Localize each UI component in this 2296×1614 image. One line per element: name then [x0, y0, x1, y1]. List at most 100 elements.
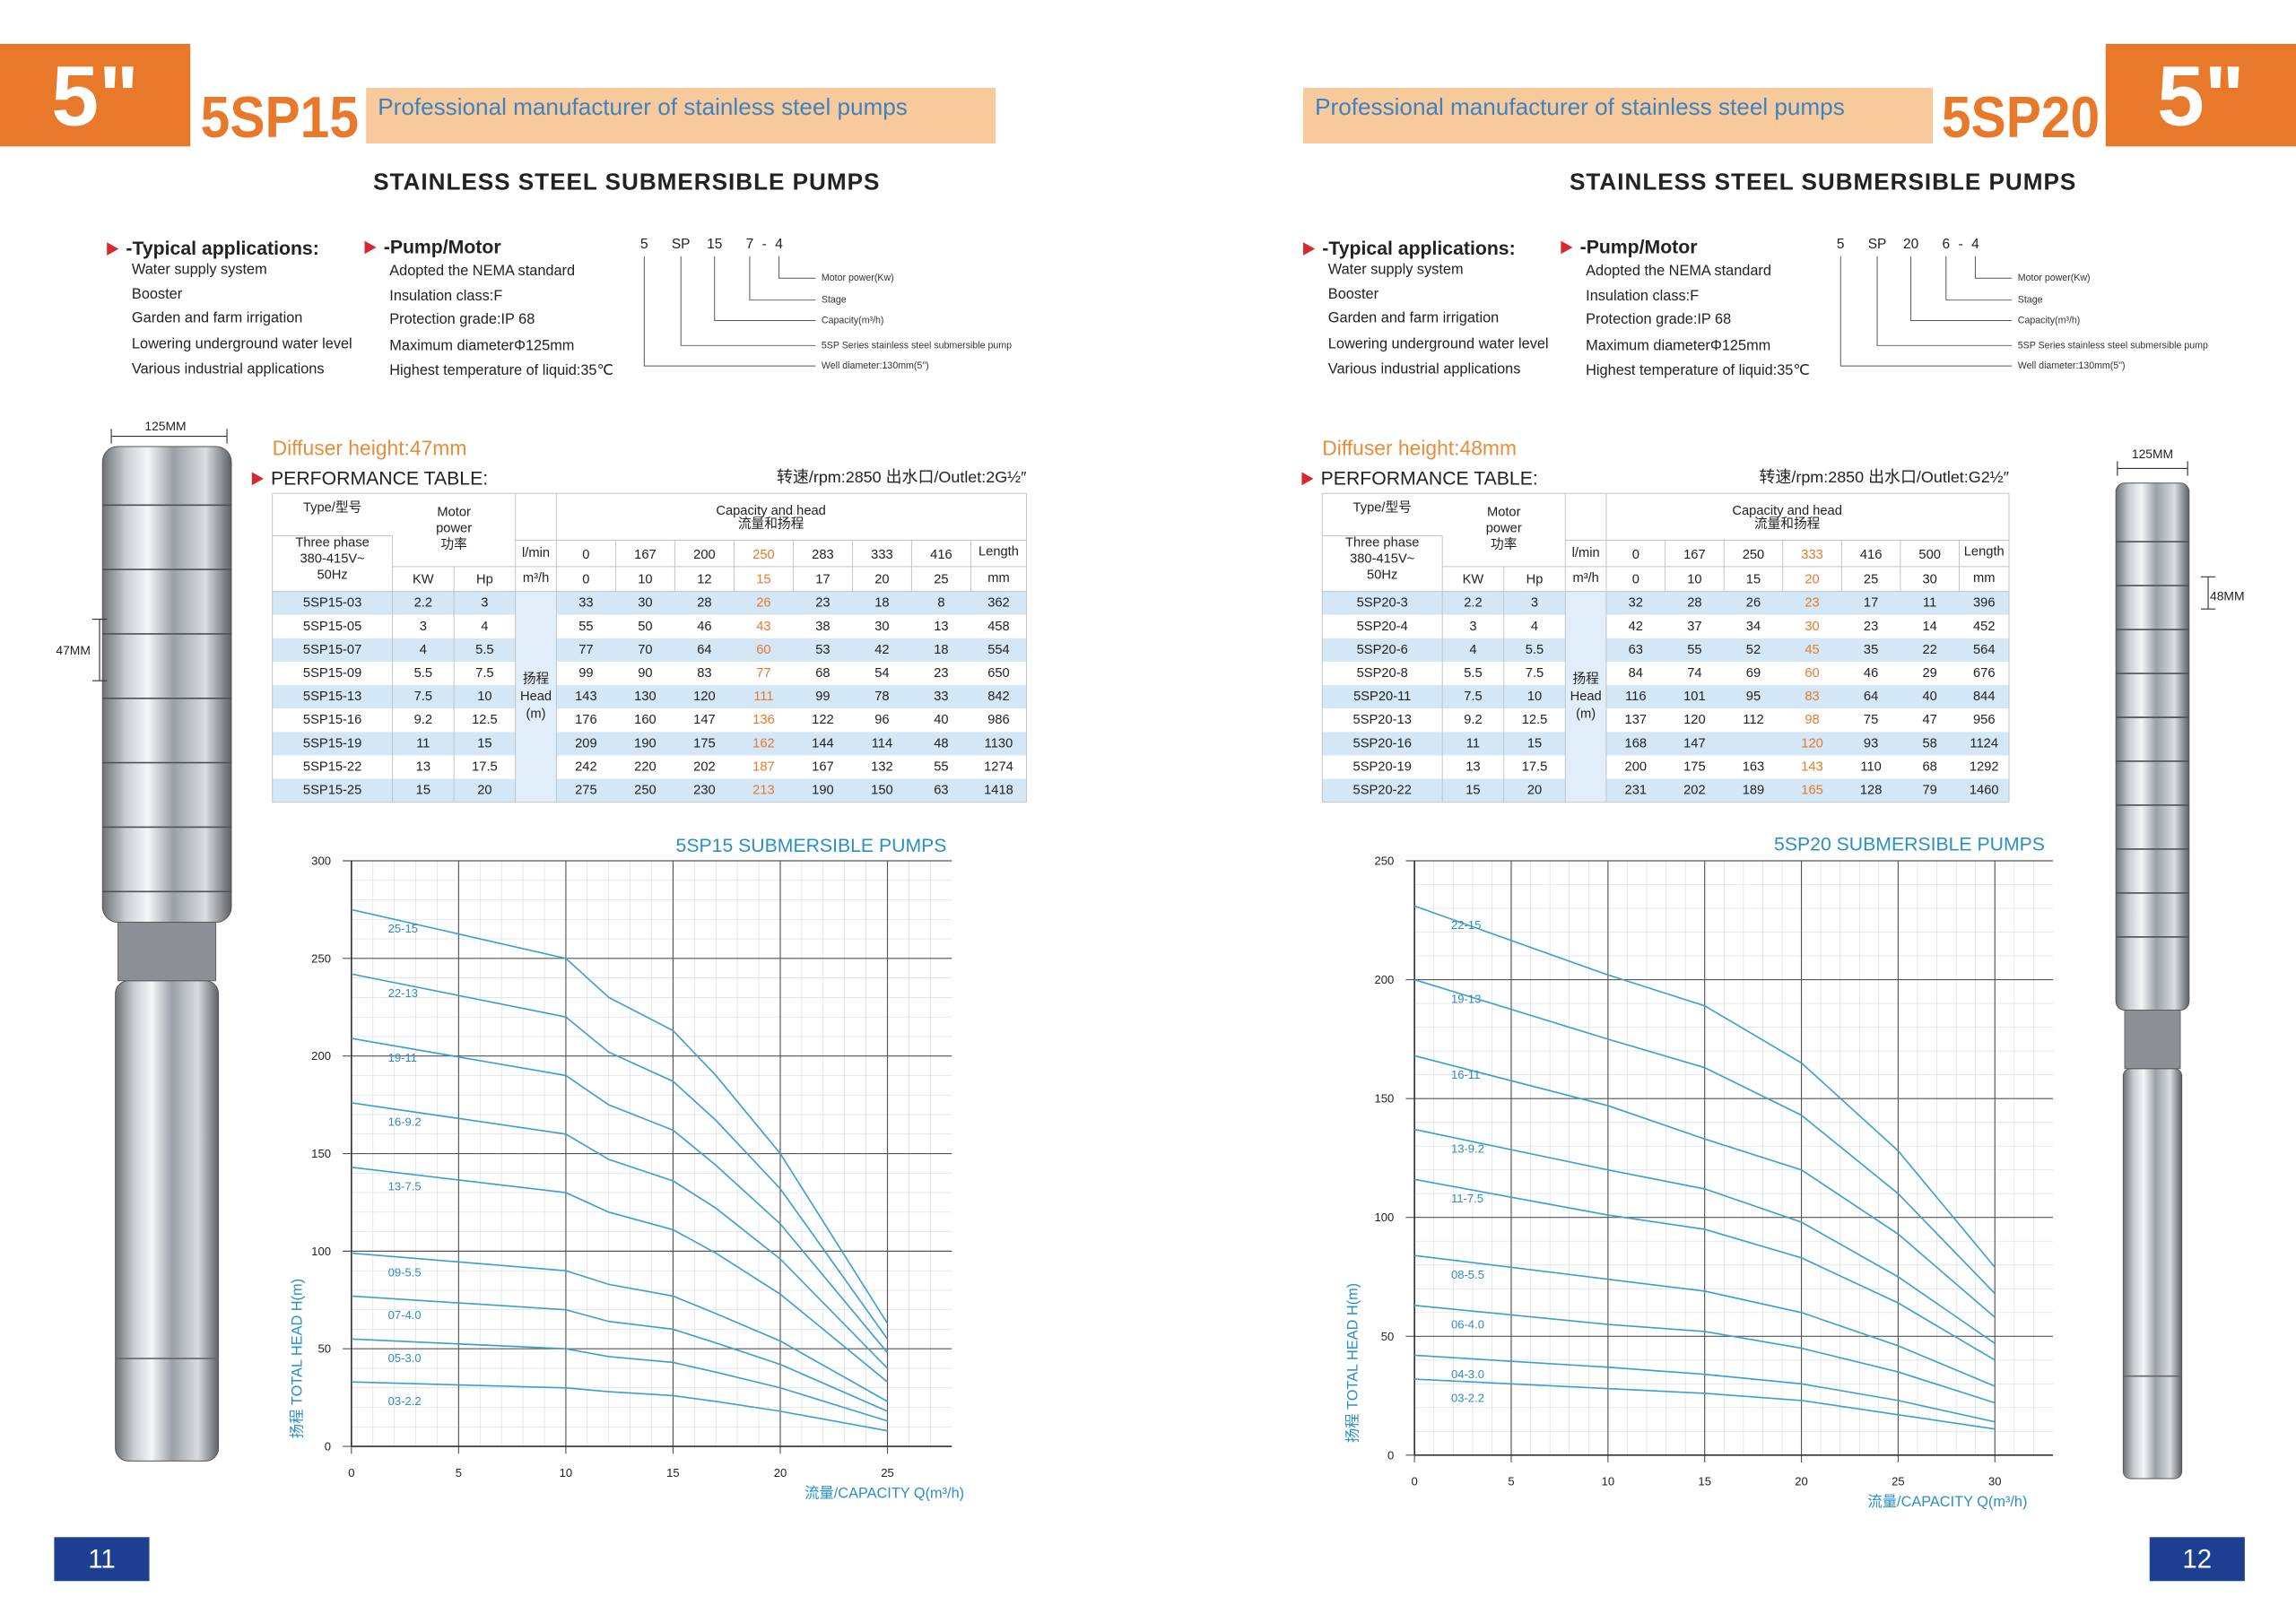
table-row: [272, 732, 1027, 756]
pump-motor: [2122, 1068, 2183, 1480]
curve-label: 04-3.0: [1451, 1367, 1484, 1381]
table-cell: 11: [416, 736, 430, 751]
table-cell: 33: [578, 596, 593, 611]
model-code-connector: [749, 256, 816, 301]
table-header-text: Motor: [1487, 505, 1521, 519]
model-code-part: 5: [640, 237, 648, 252]
table-cell: 5SP20-22: [1353, 784, 1412, 798]
table-cell: 23: [934, 666, 948, 681]
table-header-text: 250: [752, 548, 775, 562]
model-code-connector: [1974, 256, 2013, 279]
table-cell: 18: [934, 643, 948, 657]
table-cell: 4: [481, 620, 488, 634]
table-cell: 162: [752, 736, 775, 751]
table-cell: 78: [874, 690, 889, 704]
table-cell: 676: [1973, 666, 1996, 681]
table-cell: 28: [1687, 596, 1701, 611]
table-cell: 64: [697, 643, 711, 657]
table-cell: 5SP20-6: [1357, 643, 1408, 657]
x-tick-label: 30: [1988, 1475, 2002, 1488]
table-header-text: m³/h: [1572, 571, 1598, 586]
x-tick-label: 15: [1698, 1475, 1711, 1488]
table-header: [272, 493, 1027, 592]
table-cell: 83: [1805, 690, 1819, 704]
table-header-text: 25: [1864, 573, 1878, 587]
table-cell: 144: [812, 736, 834, 751]
table-cell: 99: [578, 666, 593, 681]
table-header-text: 15: [1746, 573, 1761, 587]
application-item: Garden and farm irrigation: [132, 309, 302, 325]
table-cell: 26: [1746, 596, 1761, 611]
pump-curve: [1414, 1378, 1996, 1430]
model-code-description: 5SP Series stainless steel submersible p…: [822, 340, 1012, 351]
table-header-text: 380-415V~: [300, 552, 364, 567]
table-row: [1322, 778, 2009, 803]
table-cell: 956: [1973, 713, 1996, 727]
curve-label: 16-11: [1451, 1068, 1480, 1081]
pump-inlet: [2124, 1010, 2181, 1070]
x-tick-label: 10: [1602, 1475, 1615, 1488]
table-cell: 60: [1805, 666, 1819, 681]
table-header-text: 283: [812, 548, 834, 562]
table-cell: 5.5: [414, 666, 432, 681]
table-header-text: 30: [1923, 573, 1937, 587]
y-tick-label: 250: [311, 951, 331, 965]
table-header-text: Type/型号: [1353, 500, 1412, 516]
table-header-text: 流量和扬程: [1754, 516, 1821, 531]
table-cell: 53: [815, 643, 830, 657]
table-cell: 1130: [985, 736, 1013, 751]
head-label: Head: [520, 690, 552, 704]
x-tick-label: 15: [666, 1466, 680, 1480]
table-header-text: 20: [1805, 573, 1819, 587]
table-cell: 48: [934, 736, 948, 751]
pump-motor-item: Insulation class:F: [1586, 288, 1699, 304]
table-cell: 38: [815, 620, 830, 634]
badge-text: 5": [2157, 49, 2245, 144]
table-header-text: 25: [934, 573, 948, 587]
table-cell: 70: [638, 643, 652, 657]
curve-label: 03-2.2: [388, 1394, 422, 1408]
table-cell: 452: [1973, 620, 1996, 634]
table-cell: 30: [1805, 620, 1819, 634]
table-cell: 14: [1923, 620, 1937, 634]
application-item: Lowering underground water level: [132, 336, 352, 352]
pump-curve: [351, 908, 889, 1324]
table-header-text: l/min: [522, 546, 550, 560]
pump-motor-item: Highest temperature of liquid:35℃: [389, 362, 613, 378]
table-cell: 202: [1683, 784, 1706, 798]
head-label: (m): [1576, 707, 1596, 722]
table-header-text: 250: [1743, 548, 1765, 562]
pump-curve: [351, 1295, 888, 1412]
pump-curve: [351, 1102, 889, 1369]
table-cell: 458: [987, 620, 1010, 634]
x-tick-label: 5: [1508, 1475, 1514, 1488]
model-code-description: Stage: [2018, 295, 2043, 306]
table-cell: 15: [1527, 736, 1542, 751]
pump-curve: [351, 1166, 889, 1383]
table-header-text: KW: [1463, 573, 1484, 587]
curve-label: 13-9.2: [1451, 1141, 1484, 1155]
x-tick-label: 0: [1412, 1475, 1418, 1488]
model-code-part: 20: [1903, 237, 1919, 252]
table-cell: 11: [1923, 596, 1936, 611]
table-cell: 4: [1531, 620, 1538, 634]
model-code-part: 6: [1942, 237, 1950, 252]
curve-label: 08-5.5: [1451, 1268, 1484, 1281]
table-cell: 120: [1683, 713, 1706, 727]
table-cell: 13: [1465, 760, 1480, 775]
table-header-text: Capacity and head: [716, 504, 825, 518]
table-cell: 15: [416, 784, 430, 798]
application-item: Booster: [1328, 286, 1379, 302]
table-cell: 116: [1625, 690, 1646, 704]
table-cell: 7.5: [1526, 666, 1544, 681]
application-item: Garden and farm irrigation: [1328, 309, 1499, 325]
table-cell: 23: [815, 596, 830, 611]
table-cell: 98: [1805, 713, 1819, 727]
table-cell: 30: [638, 596, 652, 611]
table-cell: 5SP15-25: [303, 784, 361, 798]
curve-label: 19-13: [1451, 992, 1481, 1005]
table-cell: 13: [416, 760, 430, 775]
table-header-text: 0: [582, 548, 589, 562]
table-cell: 175: [1683, 760, 1706, 775]
table-cell: 7.5: [414, 690, 432, 704]
